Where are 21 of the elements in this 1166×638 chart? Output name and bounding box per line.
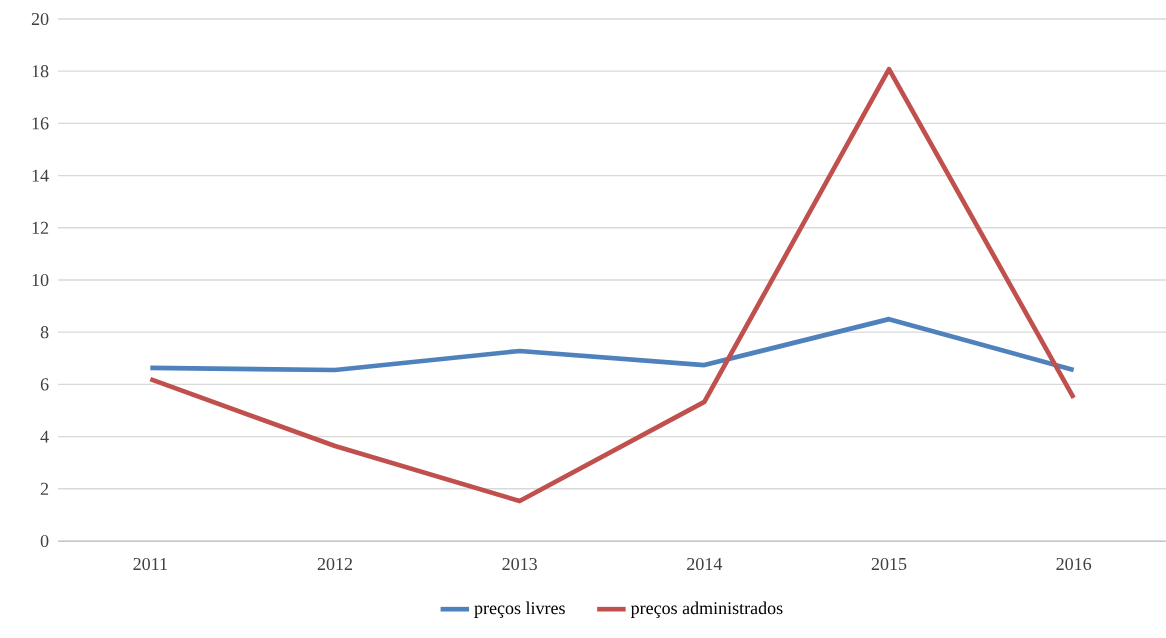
y-tick-label: 14 [32, 169, 49, 182]
y-tick-label: 2 [40, 482, 49, 495]
y-tick-label: 0 [40, 534, 49, 548]
y-tick-label: 18 [32, 65, 49, 78]
line-series [148, 316, 1077, 373]
x-tick-label: 2016 [1056, 557, 1092, 571]
y-tick-label: 8 [40, 326, 49, 339]
legend-label: preços administrados [630, 601, 783, 618]
y-tick-label: 4 [40, 430, 49, 443]
x-tick-label: 2015 [871, 557, 907, 571]
x-tick-label: 2011 [133, 557, 167, 571]
y-tick-label: 16 [32, 117, 49, 130]
y-tick-label: 20 [31, 12, 49, 26]
x-tick-label: 2014 [687, 557, 723, 571]
y-tick-label: 10 [32, 273, 49, 287]
line-series [148, 66, 1077, 504]
legend-label: preços livres [474, 601, 565, 618]
y-tick-label: 12 [32, 221, 49, 234]
x-tick-label: 2012 [317, 557, 353, 571]
y-tick-label: 6 [40, 378, 49, 391]
x-tick-label: 2013 [502, 557, 537, 571]
